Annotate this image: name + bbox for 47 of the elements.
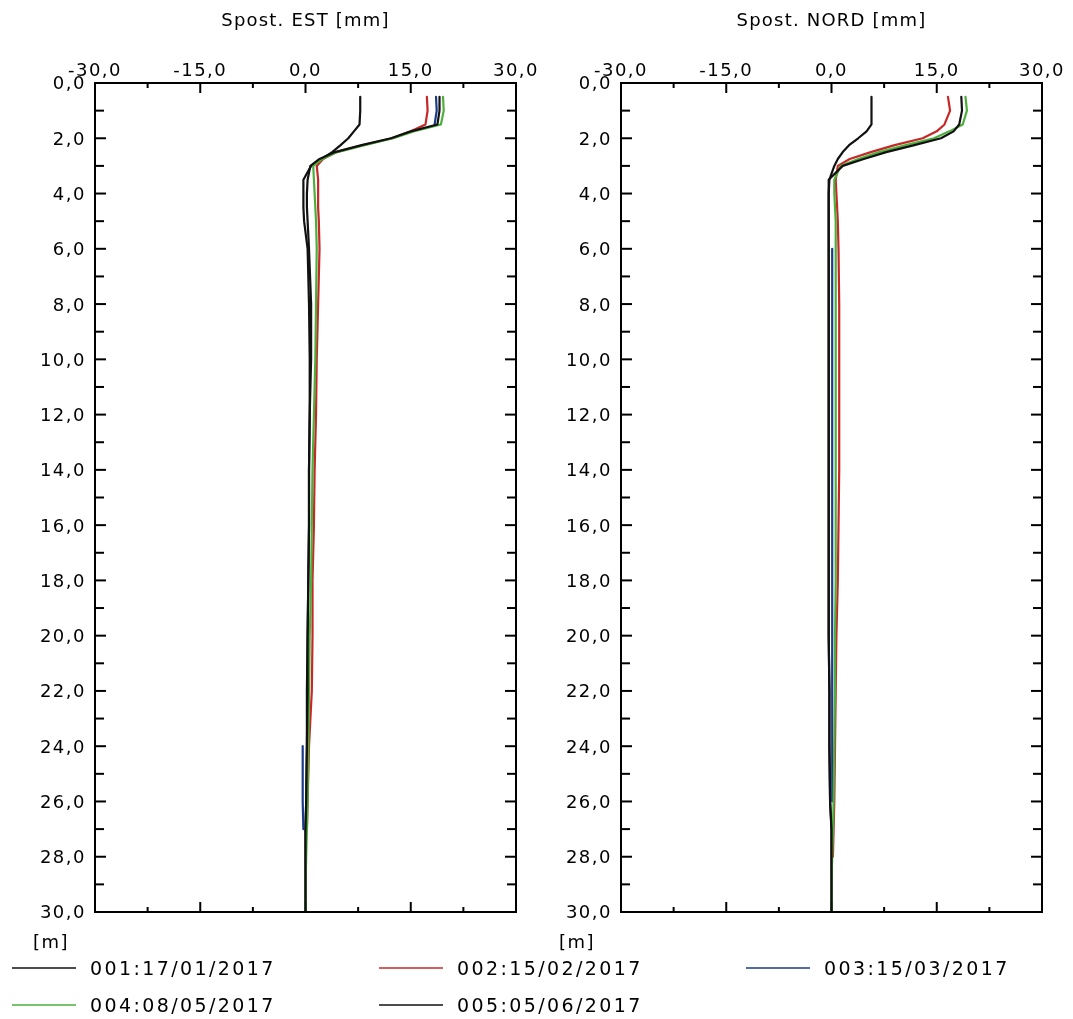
x-axis-title: Spost. EST [mm] xyxy=(221,9,390,30)
y-tick-label: 6,0 xyxy=(52,238,86,260)
x-tick-label: -15,0 xyxy=(173,59,228,80)
y-tick-label: 8,0 xyxy=(52,293,86,315)
y-tick-label: 16,0 xyxy=(39,514,86,536)
y-tick-label: 24,0 xyxy=(39,735,86,757)
y-tick-label: 20,0 xyxy=(565,625,612,647)
y-tick-label: 28,0 xyxy=(39,846,86,868)
legend-label: 003:15/03/2017 xyxy=(824,956,1010,979)
y-tick-label: 18,0 xyxy=(39,569,86,591)
x-tick-label: 30,0 xyxy=(1018,59,1066,80)
x-tick-label: -15,0 xyxy=(699,59,754,80)
y-tick-label: 12,0 xyxy=(565,404,612,426)
y-tick-label: 26,0 xyxy=(565,790,612,812)
y-tick-label: 10,0 xyxy=(565,348,612,370)
y-tick-label: 14,0 xyxy=(565,459,612,481)
legend-label: 001:17/01/2017 xyxy=(90,956,276,979)
legend-label: 002:15/02/2017 xyxy=(457,956,643,979)
y-tick-label: 28,0 xyxy=(565,846,612,868)
y-tick-label: 30,0 xyxy=(565,901,612,923)
y-tick-label: 22,0 xyxy=(565,680,612,702)
x-axis-title: Spost. NORD [mm] xyxy=(736,9,927,30)
y-tick-label: 6,0 xyxy=(578,238,612,260)
y-tick-label: 12,0 xyxy=(39,404,86,426)
y-tick-label: 8,0 xyxy=(578,293,612,315)
legend-label: 005:05/06/2017 xyxy=(457,993,643,1016)
x-tick-label: 30,0 xyxy=(492,59,540,80)
y-tick-label: 18,0 xyxy=(565,569,612,591)
y-tick-label: 30,0 xyxy=(39,901,86,923)
y-tick-label: 10,0 xyxy=(39,348,86,370)
y-tick-label: 16,0 xyxy=(565,514,612,536)
y-tick-label: 14,0 xyxy=(39,459,86,481)
y-tick-label: 22,0 xyxy=(39,680,86,702)
y-axis-title: [m] xyxy=(32,931,70,953)
y-tick-label: 4,0 xyxy=(52,183,86,205)
y-tick-label: 4,0 xyxy=(578,183,612,205)
y-tick-label: 24,0 xyxy=(565,735,612,757)
x-tick-label: 15,0 xyxy=(387,59,434,80)
y-tick-label: 2,0 xyxy=(52,127,86,149)
legend-label: 004:08/05/2017 xyxy=(90,993,276,1016)
y-tick-label: 20,0 xyxy=(39,625,86,647)
y-tick-label: 26,0 xyxy=(39,790,86,812)
x-tick-label: 0,0 xyxy=(288,59,323,80)
y-axis-title: [m] xyxy=(558,931,596,953)
x-tick-label: 15,0 xyxy=(913,59,960,80)
y-tick-label: 2,0 xyxy=(578,127,612,149)
x-tick-label: 0,0 xyxy=(814,59,849,80)
